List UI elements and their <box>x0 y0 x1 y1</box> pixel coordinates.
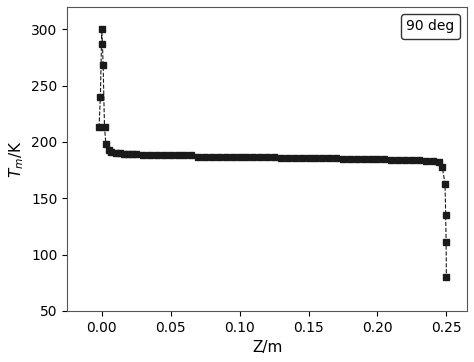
Line: 90 deg: 90 deg <box>96 27 449 280</box>
Y-axis label: $T_m$/K: $T_m$/K <box>7 140 26 178</box>
90 deg <box>285 156 291 160</box>
90 deg <box>327 156 332 160</box>
90 deg <box>99 27 105 31</box>
90 deg <box>257 155 263 159</box>
Legend: 90 deg: 90 deg <box>401 14 460 39</box>
90 deg <box>96 125 102 130</box>
90 deg <box>113 151 118 155</box>
90 deg <box>319 156 325 160</box>
X-axis label: Z/m: Z/m <box>252 340 283 355</box>
90 deg <box>223 155 228 159</box>
90 deg <box>444 275 449 279</box>
